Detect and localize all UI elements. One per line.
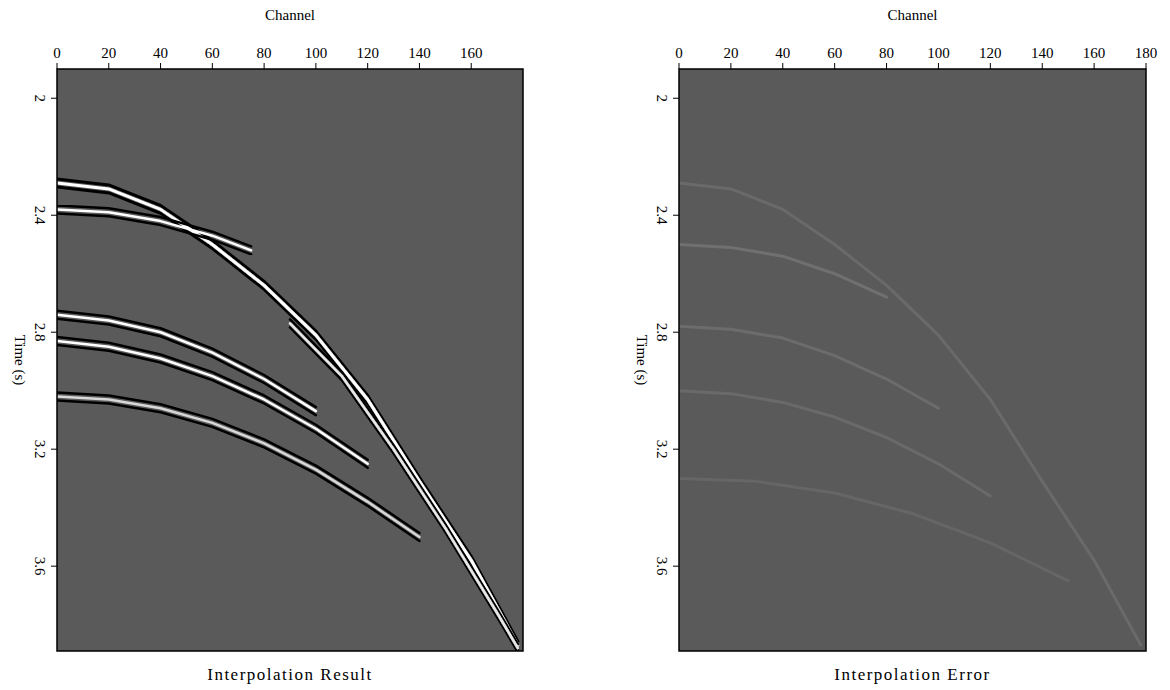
x-tick xyxy=(108,63,109,69)
x-tick xyxy=(679,63,680,69)
y-tick xyxy=(673,98,679,99)
y-axis-title: Time (s) xyxy=(11,335,28,386)
y-tick-label: 2.4 xyxy=(32,206,48,225)
figure: 02040608010012014016022.42.83.23.6Channe… xyxy=(0,0,1170,690)
seismic-event xyxy=(679,478,1068,580)
y-tick xyxy=(673,449,679,450)
seismic-event xyxy=(57,209,251,250)
x-tick-label: 20 xyxy=(723,45,738,61)
x-tick xyxy=(419,63,420,69)
y-tick xyxy=(673,215,679,216)
y-tick-label: 2 xyxy=(32,94,48,102)
y-tick-label: 3.6 xyxy=(32,557,48,576)
panel-title: Interpolation Error xyxy=(834,665,990,684)
y-axis-title: Time (s) xyxy=(633,335,650,386)
y-tick-label: 2.8 xyxy=(32,323,48,342)
y-tick xyxy=(51,449,57,450)
x-tick xyxy=(57,63,58,69)
plot-frame xyxy=(57,69,523,651)
x-tick-label: 80 xyxy=(257,45,272,61)
x-tick-label: 140 xyxy=(1031,45,1054,61)
x-tick xyxy=(990,63,991,69)
x-tick-label: 20 xyxy=(101,45,116,61)
x-tick xyxy=(938,63,939,69)
seismic-event xyxy=(57,183,518,645)
x-tick-label: 40 xyxy=(153,45,168,61)
x-tick-label: 100 xyxy=(305,45,328,61)
x-tick xyxy=(730,63,731,69)
y-tick-label: 2 xyxy=(654,94,670,102)
x-tick-label: 120 xyxy=(979,45,1002,61)
x-tick-label: 60 xyxy=(827,45,842,61)
x-tick xyxy=(834,63,835,69)
x-tick xyxy=(160,63,161,69)
seismic-event xyxy=(679,244,887,297)
x-tick-label: 60 xyxy=(205,45,220,61)
x-tick xyxy=(264,63,265,69)
seismic-event xyxy=(57,315,316,412)
x-tick-label: 40 xyxy=(775,45,790,61)
x-tick-label: 0 xyxy=(675,45,683,61)
x-tick xyxy=(1042,63,1043,69)
events xyxy=(57,183,518,648)
x-tick-label: 160 xyxy=(460,45,483,61)
y-tick-label: 2.8 xyxy=(654,323,670,342)
seismic-event xyxy=(679,183,1141,645)
x-tick-label: 120 xyxy=(356,45,379,61)
y-tick xyxy=(51,566,57,567)
x-tick-label: 0 xyxy=(53,45,61,61)
y-tick xyxy=(51,98,57,99)
x-tick xyxy=(1146,63,1147,69)
seismic-event xyxy=(57,397,419,537)
y-tick xyxy=(51,332,57,333)
y-tick-label: 3.2 xyxy=(32,440,48,459)
x-tick xyxy=(212,63,213,69)
x-tick xyxy=(1094,63,1095,69)
x-axis-title: Channel xyxy=(888,7,938,23)
seismic-event xyxy=(290,323,518,648)
x-tick-label: 160 xyxy=(1083,45,1106,61)
x-axis-title: Channel xyxy=(265,7,315,23)
x-tick xyxy=(886,63,887,69)
panel-title: Interpolation Result xyxy=(207,665,373,684)
x-tick xyxy=(315,63,316,69)
y-tick-label: 2.4 xyxy=(654,206,670,225)
plot-background xyxy=(679,69,1146,651)
x-tick xyxy=(782,63,783,69)
plot-background xyxy=(57,69,523,651)
x-tick-label: 180 xyxy=(1135,45,1158,61)
x-tick-label: 140 xyxy=(408,45,431,61)
y-tick xyxy=(673,566,679,567)
panel: 0 20 40 60 80 100 120 140 160 180 2 2.4 2.8 3.2 3.6 Cha… xyxy=(633,7,1157,684)
x-tick xyxy=(367,63,368,69)
seismic-event xyxy=(679,326,938,408)
y-tick-label: 3.6 xyxy=(654,557,670,576)
events xyxy=(679,183,1141,645)
x-tick-label: 100 xyxy=(927,45,950,61)
x-tick xyxy=(471,63,472,69)
panel: 0 20 40 60 80 100 120 140 160 2 2.4 2.8 3.2 3.6 Channe… xyxy=(11,7,523,684)
x-tick-label: 80 xyxy=(879,45,894,61)
seismic-event xyxy=(57,341,368,464)
y-tick-label: 3.2 xyxy=(654,440,670,459)
plot-frame xyxy=(679,69,1146,651)
y-tick xyxy=(51,215,57,216)
y-tick xyxy=(673,332,679,333)
